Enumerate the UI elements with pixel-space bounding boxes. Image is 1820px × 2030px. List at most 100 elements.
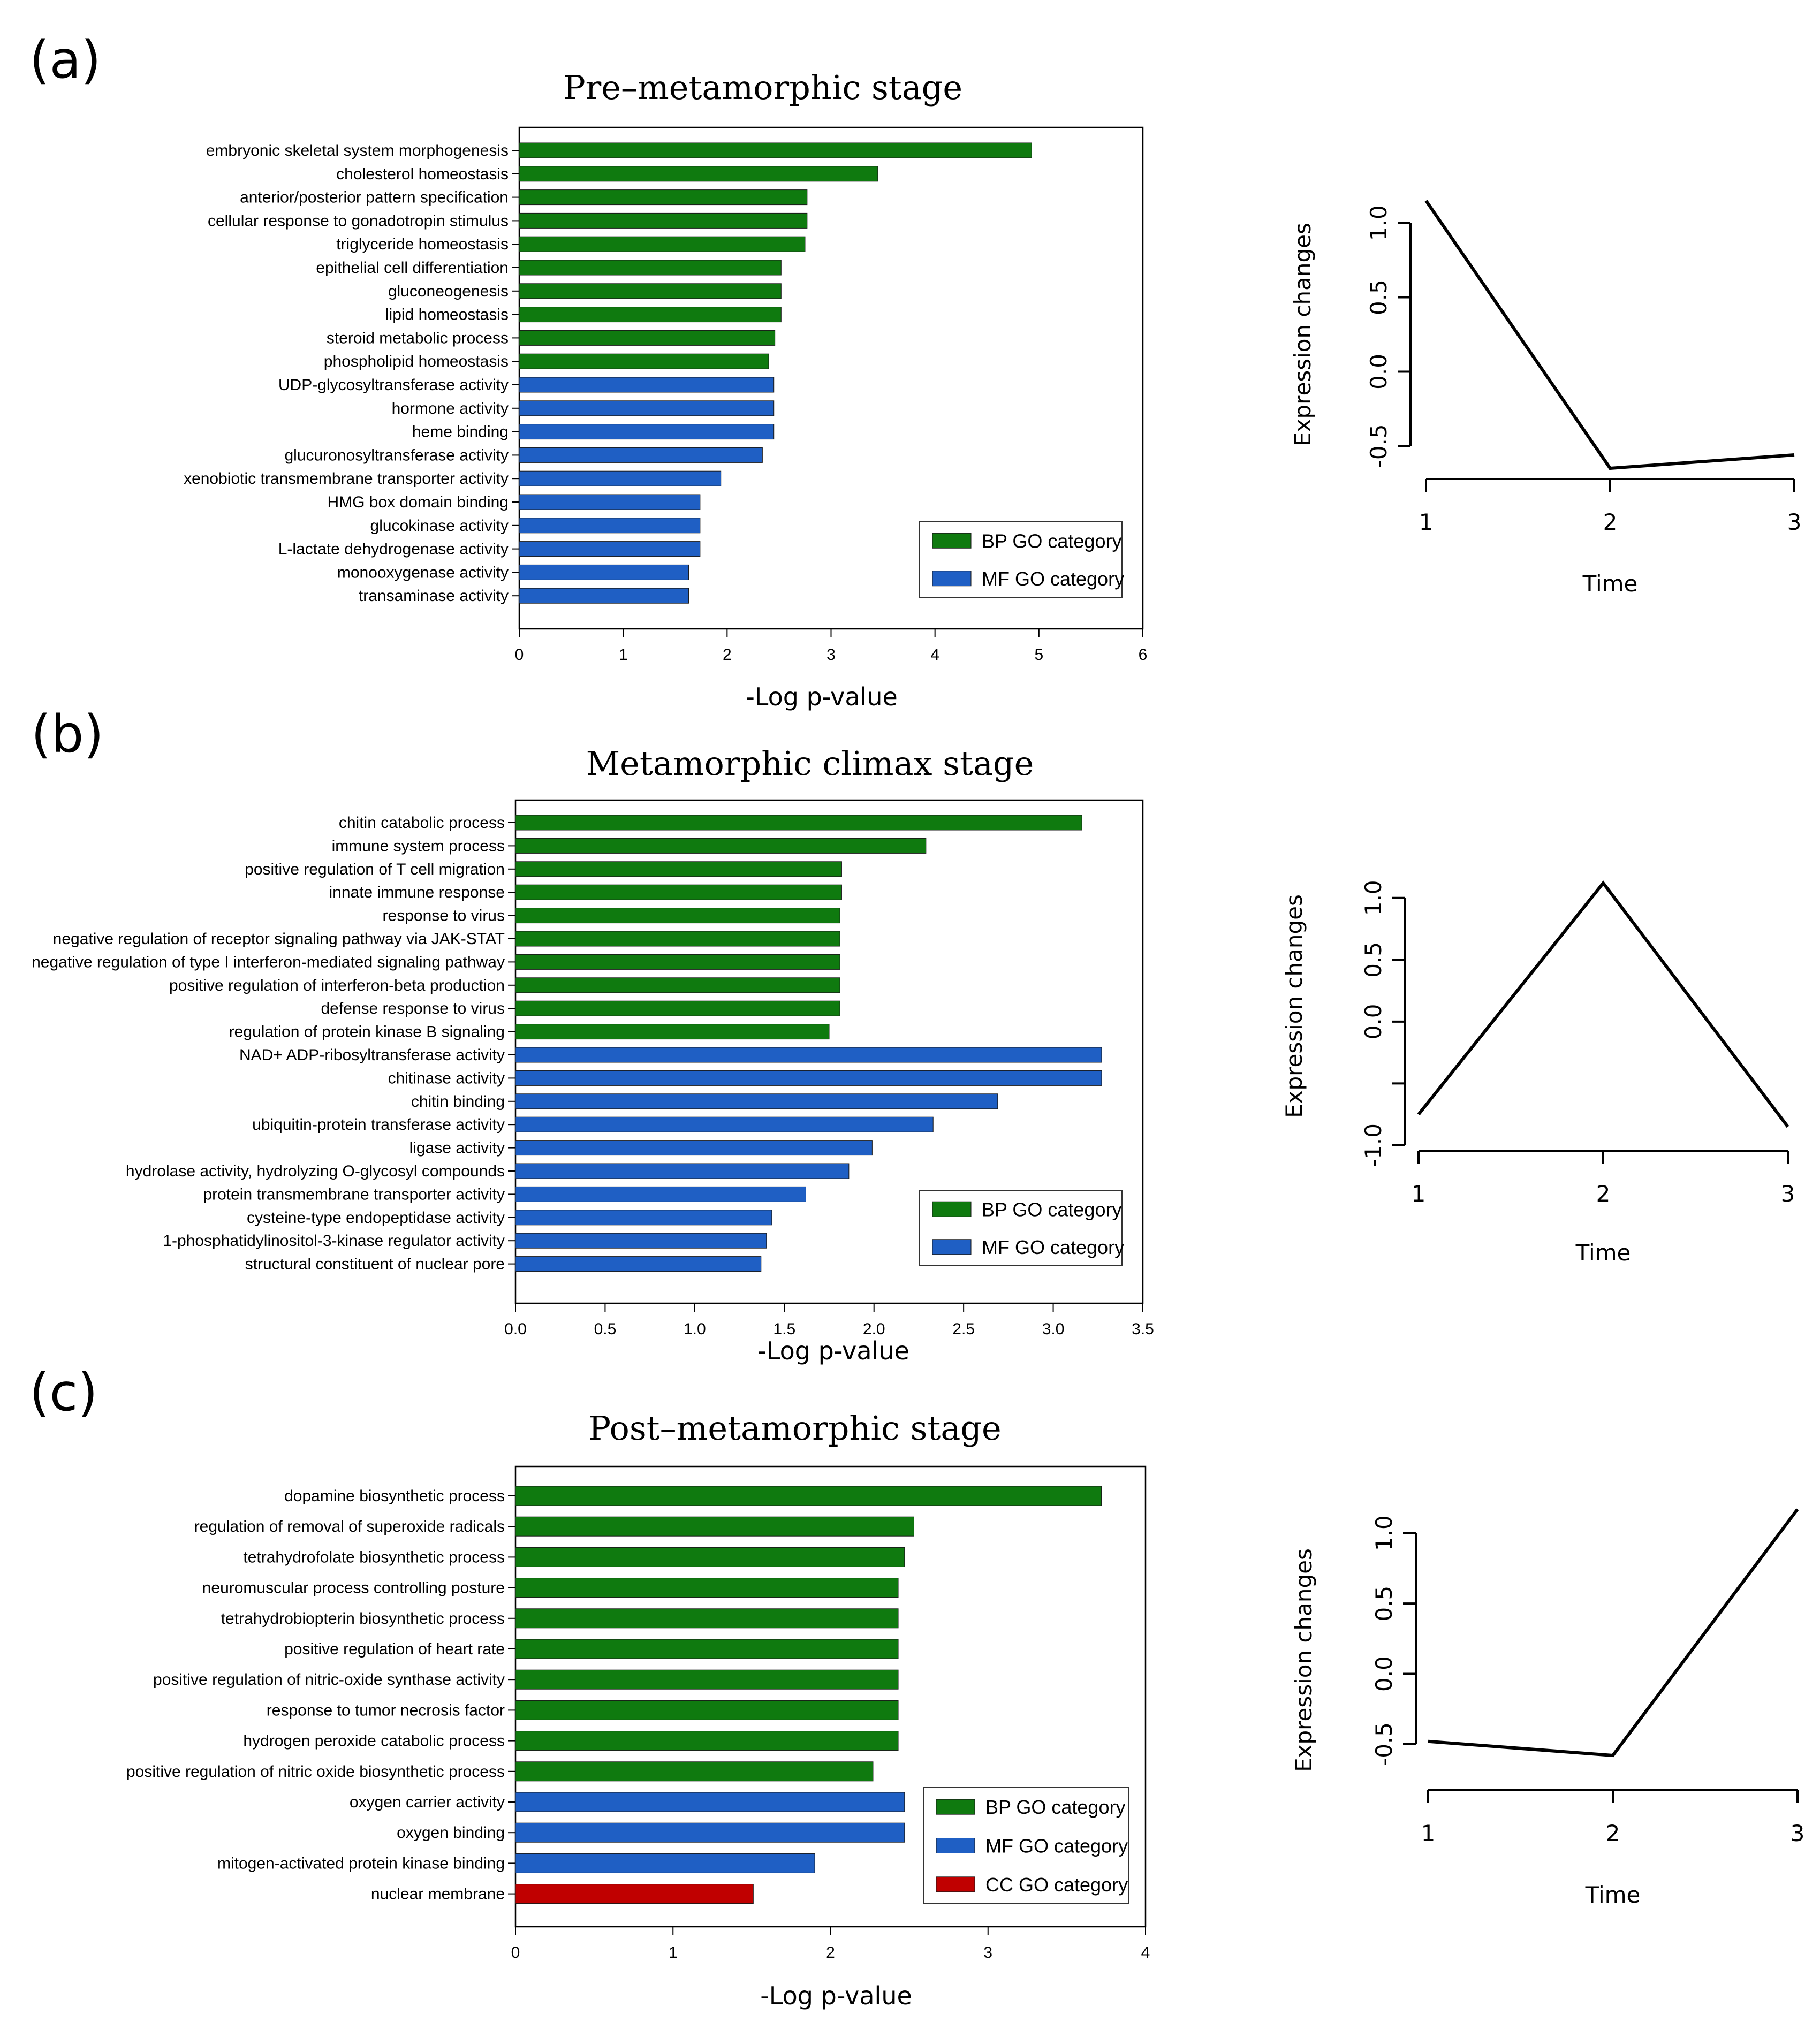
legend-swatch <box>936 1876 975 1892</box>
expression-line-plot-3: 1 2 3 Time -0.5 0.0 0.5 1.0 Expression changes <box>1291 1508 1804 1908</box>
x-tick-label: 6 <box>1139 646 1148 664</box>
bar <box>519 377 775 393</box>
bar <box>515 1024 830 1040</box>
category-label: ligase activity <box>410 1139 505 1157</box>
category-label: glucokinase activity <box>370 517 509 535</box>
x-tick-label: 1 <box>1412 1181 1426 1207</box>
bar <box>519 307 782 323</box>
bar <box>519 588 689 604</box>
category-label: chitin binding <box>411 1093 505 1111</box>
category-label: L-lactate dehydrogenase activity <box>278 541 509 558</box>
bar <box>515 1186 806 1202</box>
bar <box>519 518 701 534</box>
legend-swatch <box>932 1239 972 1255</box>
category-label: HMG box domain binding <box>327 493 509 511</box>
category-label: positive regulation of interferon-beta p… <box>169 977 505 994</box>
expression-line-plot-2: 1 2 3 Time -1.0 0.0 0.5 1.0 Expression changes <box>1281 880 1795 1266</box>
bar <box>519 470 722 486</box>
category-label: negative regulation of type I interferon… <box>32 953 505 971</box>
bar <box>515 977 840 993</box>
bar <box>515 1547 905 1567</box>
x-tick-label: 2 <box>1596 1181 1611 1207</box>
category-label: steroid metabolic process <box>327 329 509 347</box>
y-tick-label: 1.0 <box>1366 205 1392 241</box>
category-label: mitogen-activated protein kinase binding <box>217 1854 505 1872</box>
legend-label: MF GO category <box>982 1236 1124 1258</box>
bar <box>515 1047 1102 1063</box>
category-label: UDP-glycosyltransferase activity <box>278 376 509 394</box>
x-tick-label: 4 <box>930 646 939 664</box>
x-axis-label: Time <box>1585 1882 1641 1908</box>
legend-label: BP GO category <box>982 530 1121 552</box>
x-tick-label: 2 <box>826 1944 835 1961</box>
bar <box>515 908 840 924</box>
category-label: positive regulation of heart rate <box>284 1640 505 1658</box>
bar <box>515 1256 762 1272</box>
bar <box>519 447 763 463</box>
y-tick-label: 0.0 <box>1360 1003 1386 1039</box>
bar <box>515 1700 899 1720</box>
bar <box>515 1486 1102 1506</box>
x-tick-label: 2 <box>1606 1820 1620 1846</box>
bar <box>519 400 775 416</box>
category-label: anterior/posterior pattern specification <box>240 189 509 207</box>
category-label: epithelial cell differentiation <box>316 259 509 277</box>
bar <box>519 353 769 369</box>
bar <box>515 931 840 947</box>
bar <box>515 1792 905 1812</box>
bar <box>515 1516 914 1537</box>
x-tick-label: 0 <box>515 646 524 664</box>
bar <box>519 260 782 276</box>
x-tick-label: 1.0 <box>684 1320 706 1338</box>
x-tick-label: 0.5 <box>594 1320 617 1338</box>
category-label: tetrahydrofolate biosynthetic process <box>243 1548 505 1566</box>
category-label: positive regulation of nitric oxide bios… <box>126 1763 505 1781</box>
bar <box>515 1163 850 1179</box>
x-tick-label: 3 <box>1787 509 1802 535</box>
x-tick-label: 2 <box>723 646 732 664</box>
bar <box>515 1210 772 1226</box>
x-tick-label: 2.0 <box>863 1320 885 1338</box>
legend-label: MF GO category <box>982 568 1124 590</box>
expression-line <box>1424 200 1795 470</box>
category-label: phospholipid homeostasis <box>324 353 509 370</box>
expression-line <box>1428 1508 1799 1758</box>
bar <box>515 1608 899 1629</box>
expression-line-plot-1: 1 2 3 Time -0.5 0.0 0.5 1.0 Expression changes <box>1290 200 1802 597</box>
y-tick-label: 0.5 <box>1360 942 1386 978</box>
y-tick-label: 1.0 <box>1360 880 1386 916</box>
bar <box>515 1669 899 1690</box>
bar <box>515 1884 754 1904</box>
legend-label: CC GO category <box>985 1874 1128 1896</box>
category-label: gluconeogenesis <box>388 283 509 300</box>
bar <box>519 189 808 206</box>
x-tick-label: 1 <box>669 1944 678 1961</box>
chart-title: Metamorphic climax stage <box>586 744 1034 783</box>
y-tick-label: 1.0 <box>1371 1515 1397 1551</box>
category-label: monooxygenase activity <box>337 564 509 581</box>
category-label: lipid homeostasis <box>385 306 509 324</box>
bar-chart-2: Metamorphic climax stage chitin catabolic… <box>32 744 1154 1365</box>
panel-letter: (b) <box>31 704 104 764</box>
bar <box>519 166 878 182</box>
panel-letter: (c) <box>29 1363 98 1423</box>
bar <box>519 142 1032 158</box>
legend-label: BP GO category <box>985 1796 1125 1818</box>
x-tick-label: 3 <box>1781 1181 1795 1207</box>
bar <box>519 236 806 252</box>
category-label: glucuronosyltransferase activity <box>284 446 509 464</box>
bar <box>519 424 775 440</box>
category-label: cysteine-type endopeptidase activity <box>247 1209 505 1227</box>
x-tick-label: 1 <box>1419 509 1434 535</box>
category-label: negative regulation of receptor signalin… <box>53 930 505 948</box>
x-tick-label: 1.5 <box>773 1320 795 1338</box>
bar <box>515 1731 899 1751</box>
category-label: positive regulation of T cell migration <box>245 861 505 878</box>
category-label: structural constituent of nuclear pore <box>245 1256 505 1273</box>
bar <box>515 954 840 970</box>
bar <box>519 564 689 580</box>
panel-letter: (a) <box>29 30 101 90</box>
category-label: hydrogen peroxide catabolic process <box>243 1732 505 1750</box>
category-label: ubiquitin-protein transferase activity <box>252 1116 505 1134</box>
